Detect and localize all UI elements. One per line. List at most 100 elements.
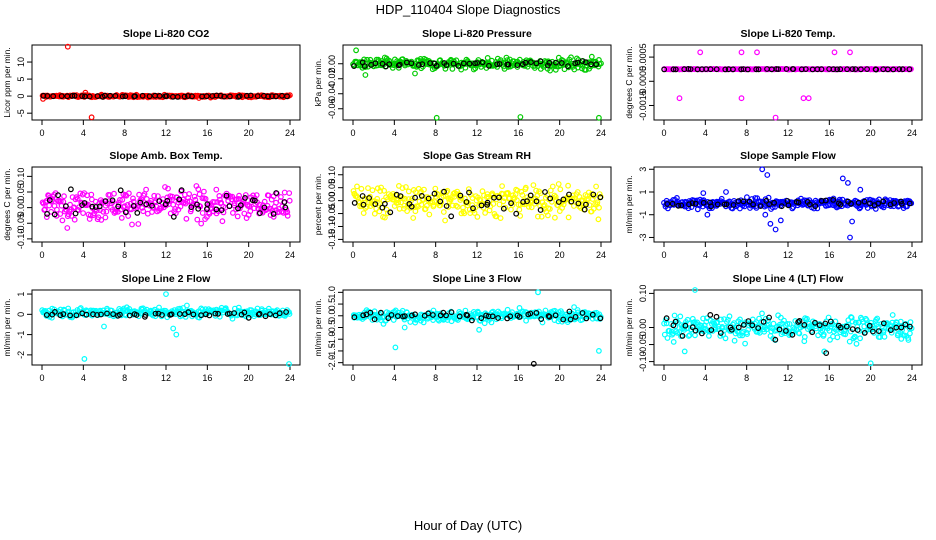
data-point [156, 198, 163, 205]
data-point [435, 191, 442, 198]
data-point [848, 200, 854, 207]
series-hourly [664, 196, 913, 210]
data-point [430, 202, 437, 208]
panel-title: Slope Line 4 (LT) Flow [733, 273, 844, 285]
data-point [880, 320, 887, 327]
x-tick-label: 4 [392, 128, 397, 138]
x-tick-label: 24 [596, 373, 606, 383]
data-point [443, 62, 450, 68]
data-point [537, 207, 544, 213]
data-point [86, 93, 93, 100]
x-tick-label: 8 [122, 128, 127, 138]
y-tick-label: 0.5 [327, 298, 337, 311]
data-point [535, 289, 541, 296]
data-point [830, 66, 837, 73]
data-point [552, 214, 558, 221]
y-tick-label: 0.05 [16, 183, 26, 201]
data-point [597, 315, 604, 322]
data-point [885, 66, 891, 73]
data-point [849, 318, 856, 325]
data-point [360, 210, 367, 217]
x-tick-label: 4 [703, 373, 708, 383]
y-tick-label: -0.05 [638, 334, 648, 355]
data-point [538, 213, 545, 220]
data-point [731, 337, 738, 344]
data-point [49, 314, 55, 321]
data-point [104, 310, 110, 317]
data-point [664, 201, 671, 207]
data-point [226, 203, 233, 210]
data-point [362, 72, 369, 78]
data-point [65, 305, 72, 312]
data-point [176, 196, 183, 203]
data-point [700, 199, 707, 206]
data-point [122, 93, 129, 100]
data-point [115, 199, 122, 206]
data-point [431, 190, 438, 197]
data-point [590, 191, 597, 198]
data-point [276, 310, 283, 317]
data-point [856, 205, 863, 212]
data-point [183, 215, 190, 222]
data-point [692, 200, 699, 207]
data-point [229, 315, 236, 322]
data-point [495, 315, 502, 321]
x-tick-label: 8 [744, 373, 749, 383]
y-tick-label: -0.0015 [638, 90, 648, 121]
data-point [533, 198, 540, 205]
data-point [713, 66, 720, 73]
x-tick-label: 4 [392, 373, 397, 383]
data-point [553, 59, 559, 66]
plot-frame [653, 44, 923, 121]
y-tick-label: -0.10 [16, 229, 26, 250]
data-point [593, 183, 599, 190]
data-point [888, 329, 895, 336]
data-point [116, 311, 123, 318]
data-point [443, 312, 450, 319]
data-point [388, 312, 395, 318]
data-point [168, 311, 175, 318]
data-point [397, 193, 404, 200]
data-point [130, 202, 137, 209]
data-point [424, 202, 430, 209]
data-point [552, 193, 559, 200]
data-point [51, 211, 58, 218]
x-tick-label: 4 [703, 250, 708, 260]
data-point [43, 312, 50, 318]
data-point [575, 200, 582, 207]
x-tick-label: 4 [392, 250, 397, 260]
data-point [768, 328, 775, 335]
x-tick-label: 24 [596, 250, 606, 260]
data-point [351, 63, 357, 69]
data-point [845, 179, 851, 186]
y-axis-label: ml/min per min. [624, 175, 634, 233]
data-point [670, 66, 677, 73]
data-point [849, 66, 856, 72]
data-point [597, 194, 604, 201]
data-point [479, 59, 486, 66]
data-point [196, 191, 203, 198]
data-point [499, 183, 506, 190]
data-point [708, 327, 715, 333]
data-point [897, 318, 904, 325]
data-point [664, 335, 671, 341]
data-point [781, 317, 787, 324]
data-point [456, 313, 463, 320]
data-point [795, 199, 802, 206]
data-point [195, 186, 202, 193]
data-point [366, 195, 373, 201]
data-point [571, 304, 577, 311]
data-point [351, 199, 358, 206]
data-point [59, 217, 66, 224]
data-point [287, 92, 293, 99]
data-point [43, 214, 50, 221]
panel-title: Slope Amb. Box Temp. [109, 150, 222, 162]
data-point [112, 209, 119, 216]
x-tick-label: 20 [244, 128, 254, 138]
data-point [454, 203, 461, 210]
data-point [253, 192, 260, 199]
data-point [818, 66, 825, 73]
data-point [444, 187, 451, 194]
data-point [728, 326, 735, 333]
data-point [560, 196, 567, 203]
